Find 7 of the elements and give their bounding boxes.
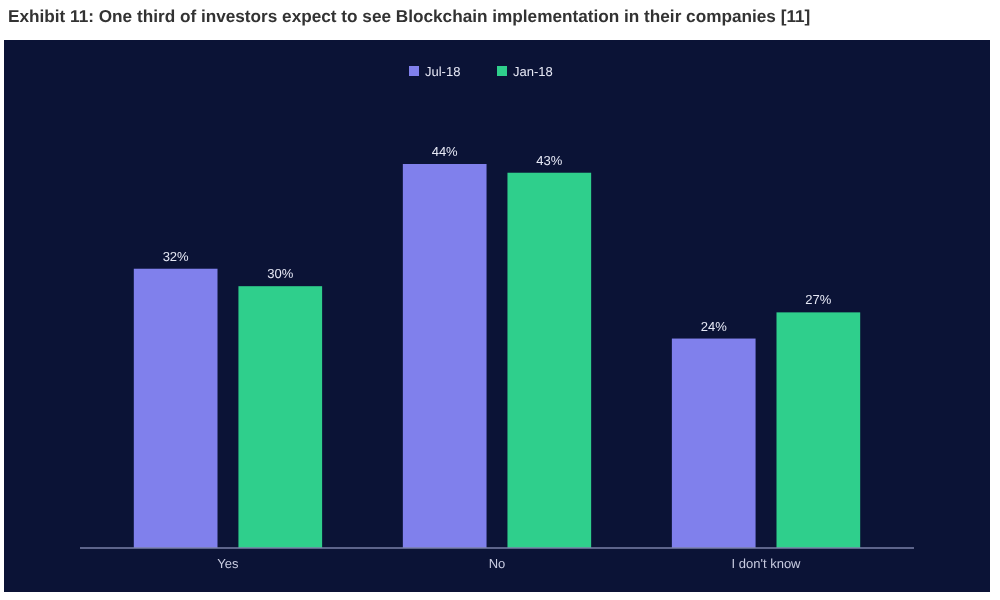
bar xyxy=(776,312,861,548)
bar xyxy=(133,268,218,548)
bar xyxy=(402,164,487,548)
bar xyxy=(238,286,323,548)
chart-title: Exhibit 11: One third of investors expect to see Blockchain implementation in their companies [11] xyxy=(8,6,811,26)
bar xyxy=(507,172,592,548)
bar xyxy=(671,338,756,548)
